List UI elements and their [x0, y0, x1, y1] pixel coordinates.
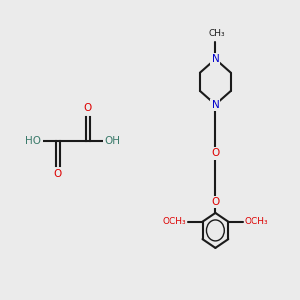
- Text: N: N: [212, 54, 219, 64]
- Text: HO: HO: [26, 136, 41, 146]
- Text: O: O: [83, 103, 92, 113]
- Text: OCH₃: OCH₃: [163, 217, 186, 226]
- Text: O: O: [211, 148, 220, 158]
- Text: OCH₃: OCH₃: [245, 217, 268, 226]
- Text: O: O: [54, 169, 62, 179]
- Text: CH₃: CH₃: [208, 29, 225, 38]
- Text: OH: OH: [104, 136, 120, 146]
- Text: O: O: [211, 197, 220, 208]
- Text: N: N: [212, 100, 219, 110]
